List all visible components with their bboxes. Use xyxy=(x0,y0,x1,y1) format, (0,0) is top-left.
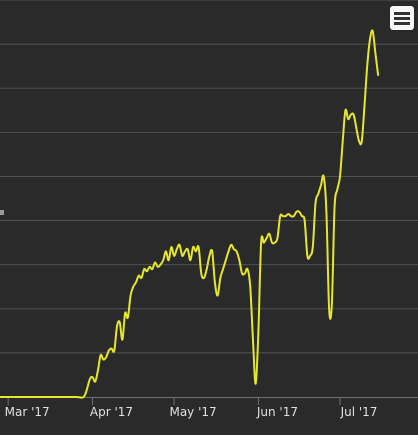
x-tick-label: Jul '17 xyxy=(340,405,378,419)
hamburger-menu-icon[interactable] xyxy=(390,6,414,30)
x-tick-label: May '17 xyxy=(169,405,216,419)
x-tick-label: Mar '17 xyxy=(5,405,50,419)
series-line xyxy=(0,29,380,399)
x-axis-labels: Mar '17 Apr '17 May '17 Jun '17 Jul '17 xyxy=(5,405,378,419)
left-edge-marker xyxy=(0,210,4,215)
x-tick-label: Apr '17 xyxy=(90,405,133,419)
grid-lines xyxy=(0,0,418,354)
series-group xyxy=(0,29,380,399)
x-tick-label: Jun '17 xyxy=(256,405,298,419)
